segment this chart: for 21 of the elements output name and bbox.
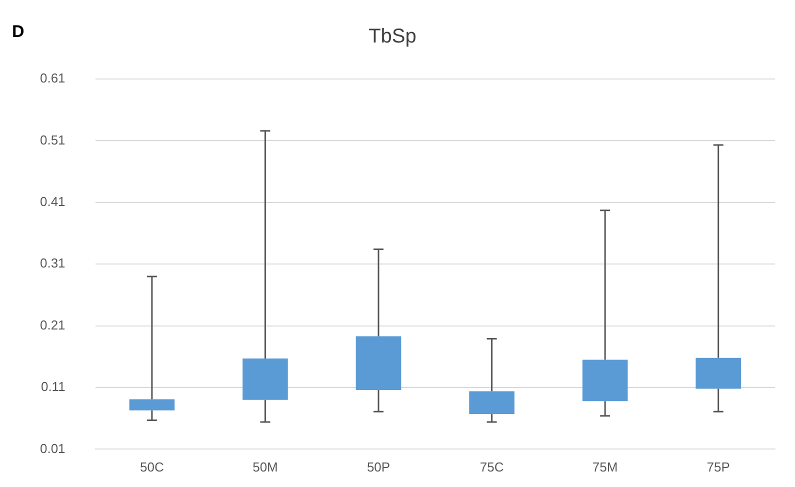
- y-tick-label: 0.31: [40, 256, 66, 271]
- text: D: [12, 22, 24, 42]
- y-tick-label: 0.21: [40, 317, 66, 332]
- bar: [242, 358, 288, 400]
- x-tick-label: 75M: [592, 460, 618, 475]
- y-tick-label: 0.41: [40, 194, 66, 209]
- y-tick-label: 0.51: [40, 132, 66, 148]
- x-tick-label: 75P: [706, 460, 730, 475]
- bar: [356, 336, 402, 390]
- y-tick-label: 0.61: [40, 70, 66, 86]
- x-tick-label: 50C: [140, 460, 164, 475]
- bar: [582, 360, 628, 402]
- x-tick-label: 75C: [480, 460, 504, 475]
- chart-title: TbSp: [368, 26, 416, 48]
- x-tick-label: 50M: [252, 460, 278, 475]
- bar: [696, 358, 742, 389]
- bar: [129, 399, 175, 410]
- x-tick-label: 50P: [366, 460, 390, 475]
- bar: [469, 391, 514, 414]
- y-tick-label: 0.01: [40, 440, 66, 456]
- y-tick-label: 0.11: [40, 379, 66, 394]
